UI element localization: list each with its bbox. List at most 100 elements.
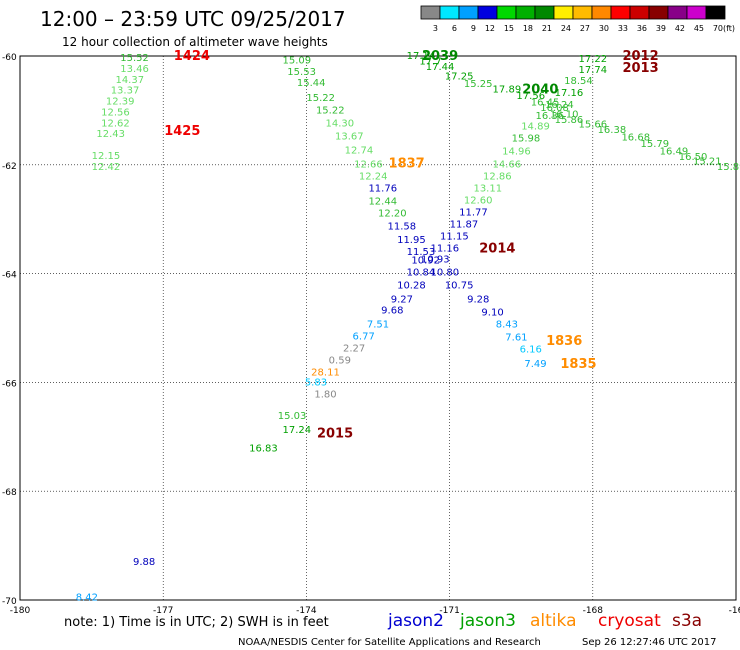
wave-height-label: 9.88: [133, 557, 155, 568]
wave-height-label: 28.11: [311, 368, 340, 379]
x-tick-label: -177: [153, 606, 173, 616]
wave-height-label: 16.50: [679, 152, 708, 163]
wave-height-label: 15.86: [555, 115, 584, 126]
wave-height-label: 12.62: [101, 118, 130, 129]
colorbar-swatch: [477, 5, 498, 20]
wave-height-label: 12.60: [464, 196, 493, 207]
wave-height-label: 6.77: [353, 332, 375, 343]
wave-height-label: 15.22: [306, 93, 335, 104]
pass-time-label: 2039: [422, 49, 458, 64]
wave-height-label: 15.25: [464, 79, 493, 90]
wave-height-label: 15.53: [287, 67, 316, 78]
colorbar-swatch: [686, 5, 707, 20]
wave-height-label: 12.66: [354, 160, 383, 171]
wave-height-label: 16.83: [249, 444, 278, 455]
colorbar-label: 6: [452, 24, 457, 33]
wave-height-label: 16.10: [550, 110, 579, 121]
pass-time-label: 2012: [622, 49, 658, 64]
footer-note: note: 1) Time is in UTC; 2) SWH is in fe…: [64, 615, 329, 630]
pass-time-label: 2013: [622, 61, 658, 76]
wave-height-label: 10.80: [431, 267, 460, 278]
wave-height-label: 11.53: [407, 247, 436, 258]
wave-height-label: 15.22: [316, 105, 345, 116]
pass-time-label: 2040: [522, 83, 558, 98]
colorbar-label: 45: [694, 24, 704, 33]
wave-height-label: 15.98: [512, 134, 541, 145]
wave-height-label: 17.14: [407, 51, 436, 62]
wave-height-label: 7.49: [524, 359, 546, 370]
colorbar-label: 12: [485, 24, 495, 33]
x-tick-label: -16: [729, 606, 740, 616]
colorbar-label: 36: [637, 24, 647, 33]
colorbar-label: 33: [618, 24, 628, 33]
wave-height-label: 17.25: [445, 72, 474, 83]
data-points: 15.5213.4614.3713.3712.3912.5612.6212.43…: [76, 51, 740, 604]
wave-height-label: 15.21: [693, 156, 722, 167]
wave-height-label: 17.44: [426, 62, 455, 73]
wave-height-label: 15.89: [717, 162, 740, 173]
wave-height-label: 11.76: [368, 184, 397, 195]
colorbar-swatch: [629, 5, 650, 20]
wave-height-label: 15.44: [297, 78, 326, 89]
y-tick-label: -68: [2, 488, 17, 498]
colorbar-swatch: [610, 5, 631, 20]
chart-title: 12:00 – 23:59 UTC 09/25/2017: [40, 7, 346, 31]
wave-height-label: 13.11: [473, 184, 502, 195]
wave-height-label: 14.30: [325, 118, 354, 129]
wave-height-label: 7.51: [367, 320, 389, 331]
colorbar-swatch: [420, 5, 441, 20]
colorbar-label: 18: [523, 24, 533, 33]
wave-height-label: 14.37: [115, 75, 144, 86]
wave-height-label: 12.43: [96, 129, 125, 140]
wave-height-label: 7.61: [505, 333, 527, 344]
colorbar-label: 21: [542, 24, 552, 33]
colorbar-label: 24: [561, 24, 571, 33]
colorbar-swatch: [591, 5, 612, 20]
wave-height-label: 9.28: [467, 295, 489, 306]
wave-height-label: 11.16: [431, 243, 460, 254]
wave-height-label: 12.15: [92, 151, 121, 162]
footer-credit: NOAA/NESDIS Center for Satellite Applica…: [238, 637, 541, 648]
wave-height-label: 12.44: [368, 197, 397, 208]
wave-height-label: 10.92: [411, 255, 440, 266]
wave-height-label: 15.03: [278, 411, 307, 422]
legend-jason2: jason2: [387, 611, 444, 631]
x-tick-label: -171: [439, 606, 459, 616]
chart-subtitle: 12 hour collection of altimeter wave hei…: [62, 35, 328, 49]
wave-height-label: 10.75: [445, 280, 474, 291]
colorbar-swatch: [572, 5, 593, 20]
colorbar-swatch: [705, 5, 726, 20]
wave-height-label: 16.08: [540, 103, 569, 114]
y-tick-label: -64: [2, 271, 17, 281]
colorbar-swatch: [515, 5, 536, 20]
wave-height-label: 9.10: [481, 308, 503, 319]
legend-cryosat: cryosat: [598, 611, 661, 631]
wave-height-label: 17.22: [578, 54, 607, 65]
wave-height-label: 13.67: [335, 131, 364, 142]
x-tick-label: -168: [583, 606, 604, 616]
wave-height-label: 10.93: [421, 254, 450, 265]
pass-time-label: 1837: [389, 157, 425, 172]
wave-height-label: 17.7: [419, 56, 441, 67]
colorbar-label: 3: [433, 24, 438, 33]
wave-height-label: 12.74: [345, 146, 374, 157]
wave-height-label: 15.09: [283, 55, 312, 66]
colorbar-swatch: [667, 5, 688, 20]
colorbar-swatch: [439, 5, 460, 20]
colorbar-label: 30: [599, 24, 609, 33]
wave-height-label: 13.46: [120, 64, 149, 75]
colorbar-swatch: [534, 5, 555, 20]
wave-height-label: 1.80: [314, 389, 336, 400]
wave-height-label: 8.42: [76, 593, 98, 604]
wave-height-label: 14.96: [502, 147, 531, 158]
colorbar-label: 39: [656, 24, 666, 33]
wave-height-label: 2.27: [343, 344, 365, 355]
legend-jason3: jason3: [459, 611, 516, 631]
wave-height-label: 12.39: [106, 97, 135, 108]
wave-height-label: 15.52: [120, 53, 149, 64]
wave-height-label: 13.37: [111, 86, 140, 97]
wave-height-label: 9.68: [381, 306, 403, 317]
wave-height-label: 15.79: [641, 139, 670, 150]
grid-lines: [20, 56, 736, 600]
